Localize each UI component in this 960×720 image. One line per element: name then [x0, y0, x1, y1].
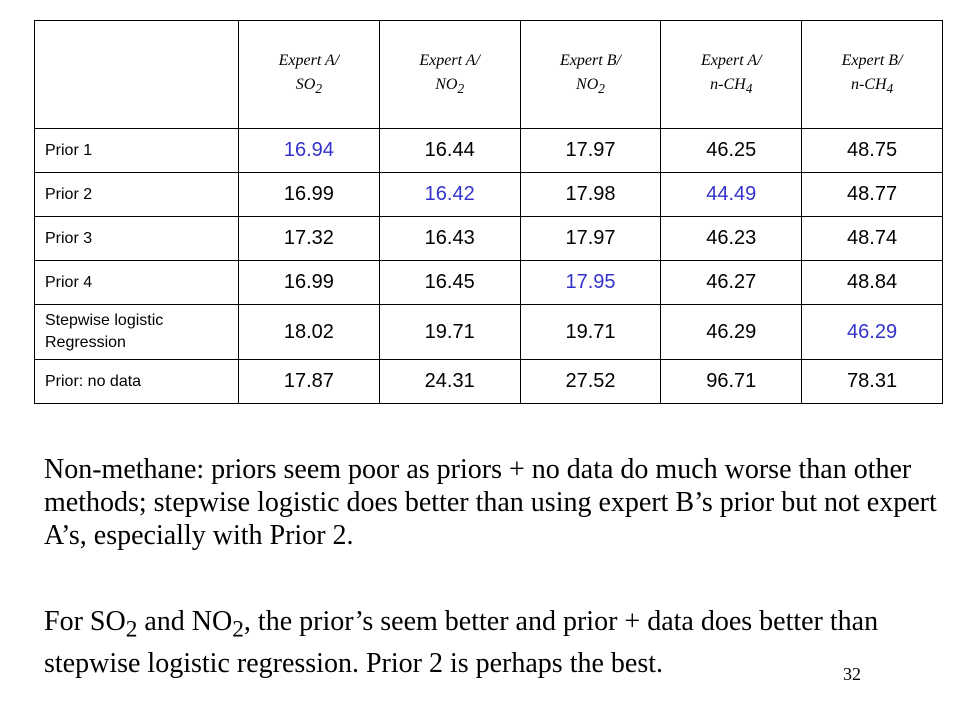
table-cell: 16.44 [378, 128, 521, 173]
table-row: Stepwise logistic Regression 18.02 19.71… [34, 304, 943, 360]
table-row: Prior 1 16.94 16.44 17.97 46.25 48.75 [34, 128, 943, 173]
table-cell: 19.71 [519, 304, 662, 360]
table-row: Prior 4 16.99 16.45 17.95 46.27 48.84 [34, 260, 943, 305]
table-cell: 19.71 [378, 304, 521, 360]
row-label: Stepwise logistic Regression [34, 304, 239, 360]
page-number: 32 [843, 664, 861, 684]
table-cell: 16.42 [378, 172, 521, 217]
table-cell: 46.29 [801, 304, 943, 360]
col-header: Expert A/NO2 [378, 20, 521, 129]
table-cell: 18.02 [238, 304, 380, 360]
col-header: Expert A/SO2 [238, 20, 380, 129]
table-cell: 46.23 [660, 216, 803, 261]
table-cell: 16.99 [238, 172, 380, 217]
table-row: Prior 2 16.99 16.42 17.98 44.49 48.77 [34, 172, 943, 217]
col-header: Expert A/n-CH4 [660, 20, 803, 129]
table-row: Prior 3 17.32 16.43 17.97 46.23 48.74 [34, 216, 943, 261]
table-cell: 17.87 [238, 359, 380, 404]
row-label: Prior: no data [34, 359, 239, 404]
row-label: Prior 4 [34, 260, 239, 305]
row-label: Prior 3 [34, 216, 239, 261]
table-cell: 16.45 [378, 260, 521, 305]
row-label: Prior 1 [34, 128, 239, 173]
header-row: Expert A/SO2 Expert A/NO2 Expert B/NO2 E… [34, 20, 943, 129]
header-corner [34, 20, 239, 129]
table-cell: 17.97 [519, 128, 662, 173]
table-cell: 44.49 [660, 172, 803, 217]
table-cell: 48.74 [801, 216, 943, 261]
col-header: Expert B/n-CH4 [801, 20, 943, 129]
note-non-methane: Non-methane: priors seem poor as priors … [44, 454, 937, 551]
table-cell: 16.43 [378, 216, 521, 261]
table-cell: 17.97 [519, 216, 662, 261]
note-so2-no2: For SO2 and NO2, the prior’s seem better… [44, 606, 879, 679]
table-cell: 17.98 [519, 172, 662, 217]
table-cell: 16.99 [238, 260, 380, 305]
table-cell: 46.29 [660, 304, 803, 360]
table-cell: 48.77 [801, 172, 943, 217]
table-cell: 27.52 [519, 359, 662, 404]
table-cell: 96.71 [660, 359, 803, 404]
table-cell: 17.32 [238, 216, 380, 261]
table-cell: 78.31 [801, 359, 943, 404]
table-cell: 46.27 [660, 260, 803, 305]
row-label: Prior 2 [34, 172, 239, 217]
table-cell: 48.84 [801, 260, 943, 305]
table-cell: 48.75 [801, 128, 943, 173]
table-cell: 16.94 [238, 128, 380, 173]
results-table: Expert A/SO2 Expert A/NO2 Expert B/NO2 E… [34, 20, 943, 404]
table-cell: 24.31 [378, 359, 521, 404]
table-cell: 17.95 [519, 260, 662, 305]
table-row: Prior: no data 17.87 24.31 27.52 96.71 7… [34, 359, 943, 404]
col-header: Expert B/NO2 [519, 20, 662, 129]
table-cell: 46.25 [660, 128, 803, 173]
